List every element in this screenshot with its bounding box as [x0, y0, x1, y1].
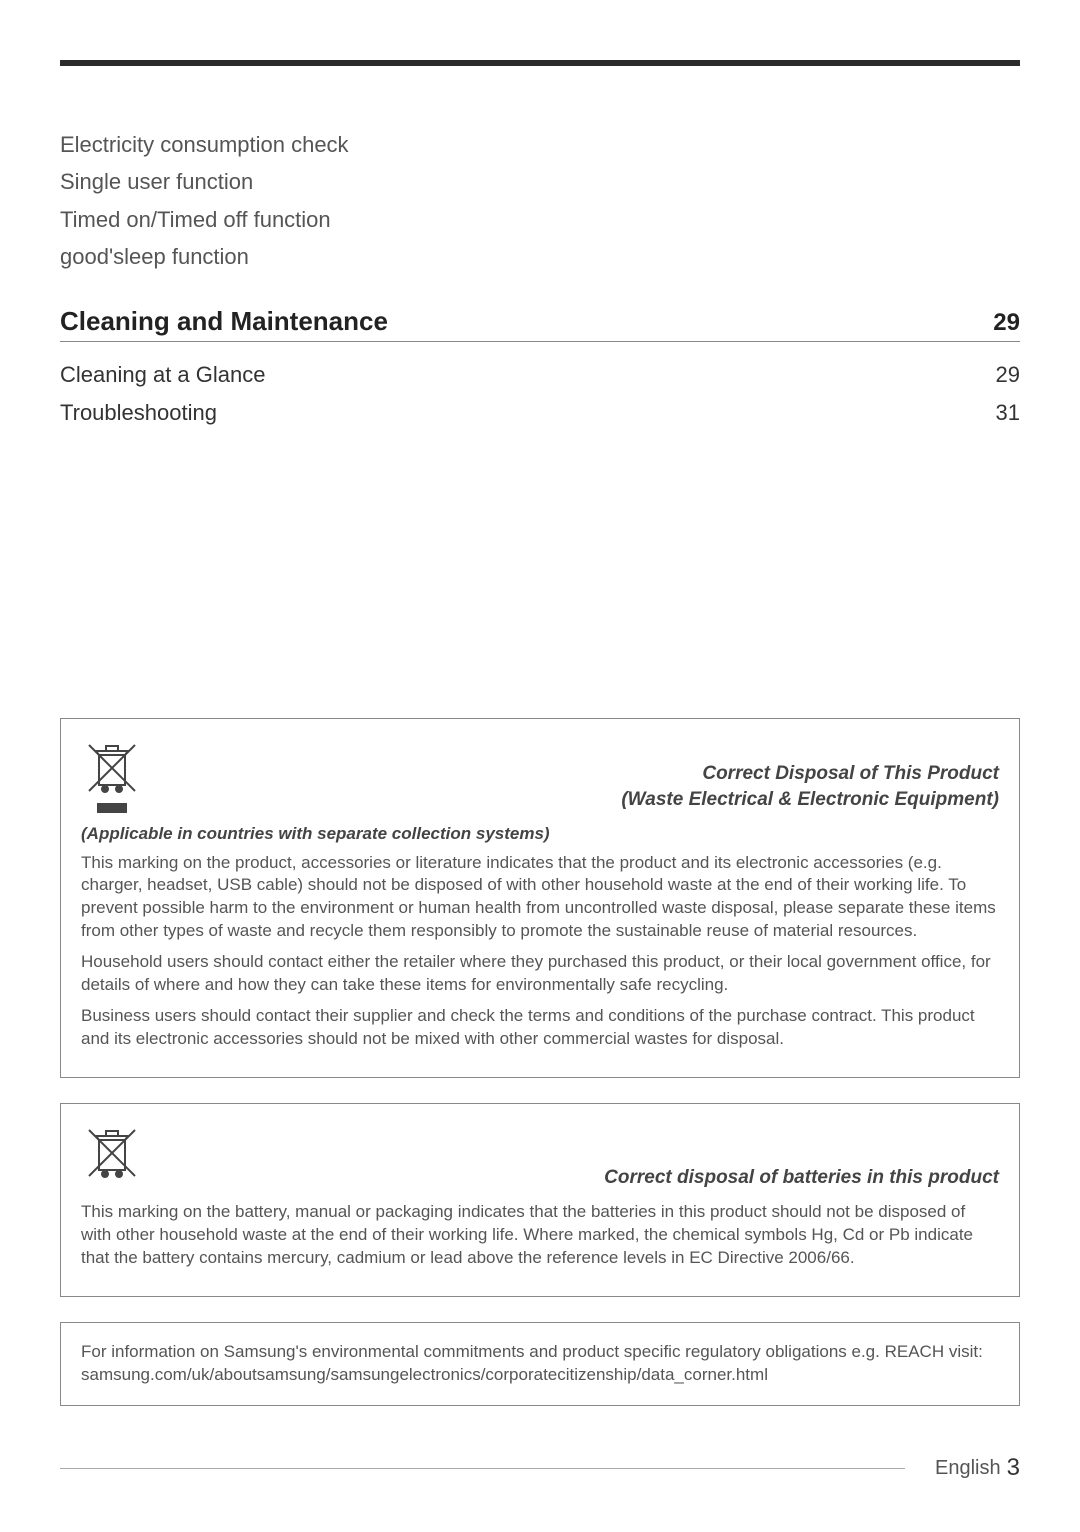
sub-item: Single user function — [60, 163, 1020, 200]
toc-section-row: Cleaning and Maintenance 29 — [60, 306, 1020, 342]
footer-page-number: 3 — [1007, 1454, 1020, 1482]
toc-label: Troubleshooting — [60, 400, 217, 426]
box-title: Correct Disposal of This Product (Waste … — [621, 761, 999, 812]
footer-language: English — [935, 1457, 1001, 1480]
toc-label: Cleaning at a Glance — [60, 362, 265, 388]
weee-bin-icon — [81, 737, 143, 813]
header-bar — [60, 60, 1020, 66]
reach-info-box: For information on Samsung's environment… — [60, 1322, 1020, 1406]
sub-item-list: Electricity consumption check Single use… — [60, 126, 1020, 276]
box-title-line: (Waste Electrical & Electronic Equipment… — [621, 787, 999, 813]
box-paragraph: For information on Samsung's environment… — [81, 1341, 999, 1387]
box-paragraph: Business users should contact their supp… — [81, 1005, 999, 1051]
weee-bar-icon — [97, 803, 127, 813]
footer-rule — [60, 1468, 905, 1469]
disposal-box-batteries: Correct disposal of batteries in this pr… — [60, 1103, 1020, 1297]
weee-bin-icon — [81, 1122, 143, 1191]
box-title-line: Correct Disposal of This Product — [621, 761, 999, 787]
sub-item: good'sleep function — [60, 238, 1020, 275]
sub-item: Timed on/Timed off function — [60, 201, 1020, 238]
disposal-box-product: Correct Disposal of This Product (Waste … — [60, 718, 1020, 1078]
box-paragraph: This marking on the battery, manual or p… — [81, 1201, 999, 1270]
box-paragraph: This marking on the product, accessories… — [81, 852, 999, 944]
page-footer: English 3 — [60, 1454, 1020, 1482]
box-title-line: Correct disposal of batteries in this pr… — [604, 1165, 999, 1191]
section-title: Cleaning and Maintenance — [60, 306, 388, 337]
section-page: 29 — [993, 309, 1020, 337]
toc-row: Troubleshooting 31 — [60, 400, 1020, 426]
box-paragraph: Household users should contact either th… — [81, 951, 999, 997]
toc-page: 31 — [996, 400, 1020, 426]
box-subtitle: (Applicable in countries with separate c… — [81, 823, 999, 846]
sub-item: Electricity consumption check — [60, 126, 1020, 163]
toc-page: 29 — [996, 362, 1020, 388]
toc-row: Cleaning at a Glance 29 — [60, 362, 1020, 388]
box-title: Correct disposal of batteries in this pr… — [604, 1165, 999, 1191]
